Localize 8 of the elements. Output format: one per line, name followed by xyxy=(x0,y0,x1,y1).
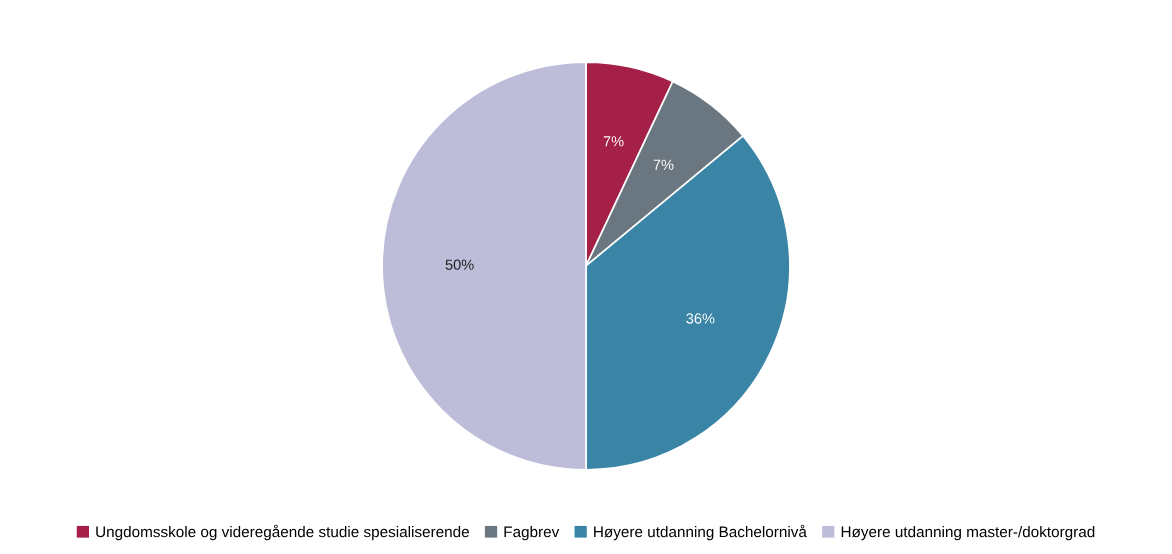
data-label: 50% xyxy=(445,259,474,270)
legend-label: Høyere utdanning Bachelornivå xyxy=(594,524,807,541)
data-label: 36% xyxy=(686,313,715,324)
legend-label: Ungdomsskole og videregående studie spesialiserende xyxy=(96,524,469,541)
legend-label: Høyere utdanning master-/doktorgrad xyxy=(841,526,1095,541)
data-label: 7% xyxy=(603,136,624,147)
legend-label: Fagbrev xyxy=(504,526,560,541)
data-label: 7% xyxy=(653,159,674,170)
